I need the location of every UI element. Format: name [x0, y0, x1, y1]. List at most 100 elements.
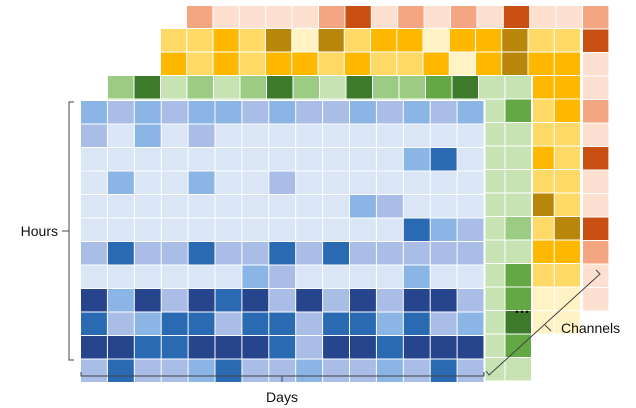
cell-blue-7-4	[188, 265, 215, 288]
cell-blue-5-2	[134, 218, 161, 241]
cell-blue-3-5	[215, 171, 242, 194]
cell-blue-10-2	[134, 336, 161, 359]
cell-yellow-1-11	[449, 52, 475, 75]
cell-orange-2-15	[583, 53, 609, 76]
cell-blue-0-14	[457, 101, 484, 124]
cell-blue-1-14	[457, 124, 484, 147]
cell-blue-7-13	[430, 265, 457, 288]
cell-blue-1-6	[242, 124, 269, 147]
cell-blue-0-11	[376, 101, 403, 124]
cell-blue-8-12	[403, 289, 430, 312]
cell-blue-7-9	[323, 265, 349, 288]
cell-blue-4-10	[350, 195, 376, 218]
cell-yellow-0-9	[397, 29, 423, 52]
cell-blue-1-3	[161, 124, 188, 147]
cell-yellow-2-15	[554, 76, 580, 99]
cell-blue-5-9	[323, 218, 349, 241]
cell-green-9-15	[505, 287, 531, 310]
cell-blue-0-9	[323, 101, 349, 124]
cell-yellow-4-14	[528, 123, 554, 146]
cell-green-0-7	[293, 76, 319, 99]
cell-blue-3-8	[296, 171, 323, 194]
cell-orange-0-13	[530, 6, 556, 29]
cell-blue-8-4	[188, 289, 215, 312]
cell-blue-7-0	[81, 265, 107, 288]
cell-blue-1-4	[188, 124, 215, 147]
cell-blue-2-12	[403, 148, 430, 171]
cell-green-5-15	[505, 193, 531, 216]
cell-blue-5-13	[430, 218, 457, 241]
cell-orange-0-15	[583, 6, 609, 29]
cell-blue-9-6	[242, 312, 269, 335]
cell-orange-6-15	[583, 147, 609, 170]
cell-blue-3-0	[81, 171, 107, 194]
cell-orange-0-5	[319, 6, 345, 29]
cell-orange-0-2	[239, 6, 266, 29]
cell-blue-2-11	[376, 148, 403, 171]
cell-blue-4-4	[188, 195, 215, 218]
cell-blue-2-2	[134, 148, 161, 171]
cell-orange-10-15	[583, 241, 609, 264]
cell-orange-0-1	[213, 6, 239, 29]
cell-blue-11-8	[296, 359, 323, 382]
cell-green-7-15	[505, 240, 531, 263]
cell-blue-2-14	[457, 148, 484, 171]
cell-blue-7-2	[134, 265, 161, 288]
cell-yellow-0-1	[187, 29, 213, 52]
cell-blue-6-2	[134, 242, 161, 265]
cell-yellow-0-5	[292, 29, 318, 52]
cell-blue-5-8	[296, 218, 323, 241]
cell-blue-0-2	[134, 101, 161, 124]
cell-green-12-15	[505, 358, 531, 381]
cell-blue-2-9	[323, 148, 349, 171]
cell-yellow-0-12	[476, 29, 502, 52]
cell-yellow-7-15	[554, 193, 580, 216]
cell-green-0-0	[108, 76, 134, 99]
cell-blue-6-14	[457, 242, 484, 265]
cell-blue-9-2	[134, 312, 161, 335]
cell-blue-8-9	[323, 289, 349, 312]
cell-blue-0-10	[350, 101, 376, 124]
cell-yellow-5-15	[554, 146, 580, 169]
cell-orange-0-14	[556, 6, 582, 29]
layer-blue	[80, 100, 486, 384]
cell-blue-8-7	[269, 289, 296, 312]
cell-orange-9-15	[583, 217, 609, 240]
cell-blue-3-3	[161, 171, 188, 194]
cell-green-4-15	[505, 170, 531, 193]
cell-yellow-1-9	[397, 52, 423, 75]
cell-yellow-9-15	[554, 240, 580, 263]
cell-blue-11-4	[188, 359, 215, 382]
cell-green-6-15	[505, 217, 531, 240]
cell-green-11-15	[505, 334, 531, 357]
cell-yellow-10-15	[554, 264, 580, 287]
cell-blue-4-11	[376, 195, 403, 218]
cell-blue-7-7	[269, 265, 296, 288]
cell-blue-11-11	[376, 359, 403, 382]
cell-blue-5-10	[350, 218, 376, 241]
cell-blue-10-5	[215, 336, 242, 359]
cell-blue-9-9	[323, 312, 349, 335]
cell-blue-6-8	[296, 242, 323, 265]
cell-blue-0-6	[242, 101, 269, 124]
cell-blue-8-11	[376, 289, 403, 312]
cell-green-0-13	[452, 76, 478, 99]
cell-blue-0-13	[430, 101, 457, 124]
cell-yellow-0-7	[344, 29, 370, 52]
cell-blue-10-10	[350, 336, 376, 359]
cell-yellow-0-10	[423, 29, 449, 52]
depth-label: Channels	[561, 320, 620, 336]
cell-blue-3-7	[269, 171, 296, 194]
cell-yellow-7-14	[528, 193, 554, 216]
cell-blue-3-1	[107, 171, 134, 194]
cell-blue-8-2	[134, 289, 161, 312]
cell-blue-3-14	[457, 171, 484, 194]
cell-blue-1-9	[323, 124, 349, 147]
cell-yellow-1-5	[292, 52, 318, 75]
cell-blue-6-1	[107, 242, 134, 265]
cell-yellow-11-14	[528, 287, 554, 310]
cell-blue-11-3	[161, 359, 188, 382]
cell-blue-3-2	[134, 171, 161, 194]
cell-yellow-0-2	[213, 29, 239, 52]
